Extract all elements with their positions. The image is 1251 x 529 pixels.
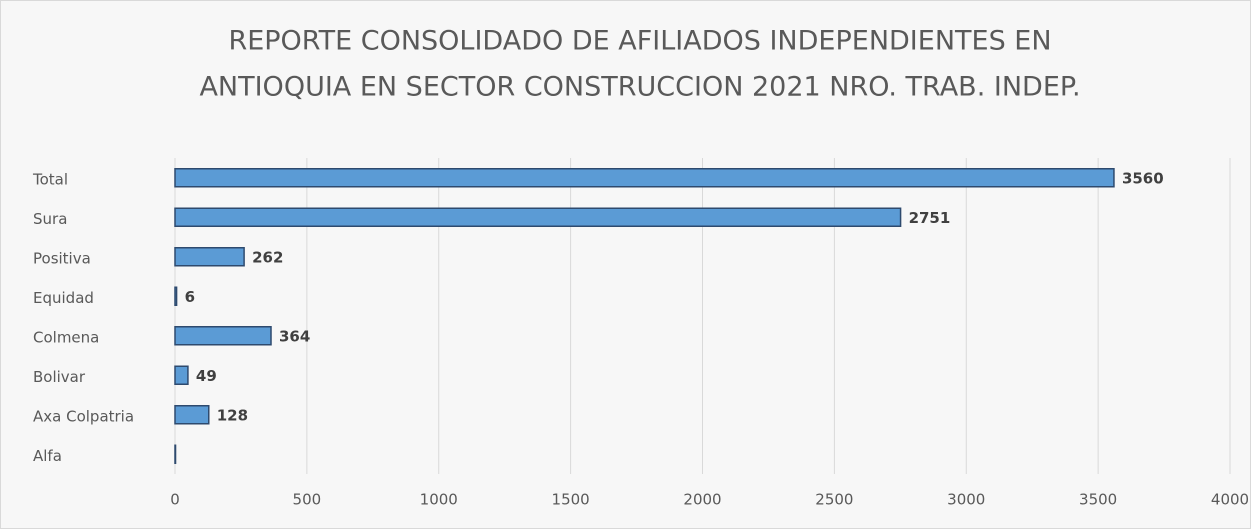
- x-tick-label: 1500: [552, 491, 590, 509]
- data-label: 49: [196, 367, 217, 385]
- x-tick-label: 500: [293, 491, 322, 509]
- data-label: 262: [252, 248, 283, 266]
- x-tick-label: 2500: [815, 491, 853, 509]
- y-tick-label: Positiva: [33, 249, 91, 267]
- bar: [174, 326, 272, 346]
- bar: [174, 207, 902, 227]
- x-tick-label: 3500: [1079, 491, 1117, 509]
- chart-title: REPORTE CONSOLIDADO DE AFILIADOS INDEPEN…: [228, 26, 1051, 57]
- bar: [174, 168, 1115, 188]
- data-label: 128: [217, 406, 248, 424]
- data-label: 364: [279, 327, 310, 345]
- bar: [174, 405, 210, 425]
- y-tick-label: Axa Colpatria: [33, 407, 134, 425]
- y-tick-label: Total: [32, 170, 68, 188]
- data-label: 2751: [909, 209, 951, 227]
- data-label: 6: [185, 288, 195, 306]
- bar: [174, 444, 177, 464]
- y-tick-label: Equidad: [33, 289, 94, 307]
- y-tick-label: Bolivar: [33, 368, 86, 386]
- y-tick-label: Sura: [33, 210, 67, 228]
- x-tick-label: 2000: [683, 491, 721, 509]
- bar: [174, 365, 189, 385]
- x-tick-label: 0: [170, 491, 180, 509]
- x-tick-label: 4000: [1211, 491, 1249, 509]
- x-tick-label: 1000: [420, 491, 458, 509]
- bar: [174, 247, 245, 267]
- bar: [174, 286, 178, 306]
- data-label: 3560: [1122, 169, 1164, 187]
- y-tick-label: Alfa: [33, 447, 62, 465]
- x-tick-label: 3000: [947, 491, 985, 509]
- y-tick-label: Colmena: [33, 328, 99, 346]
- chart-title: ANTIOQUIA EN SECTOR CONSTRUCCION 2021 NR…: [199, 72, 1080, 103]
